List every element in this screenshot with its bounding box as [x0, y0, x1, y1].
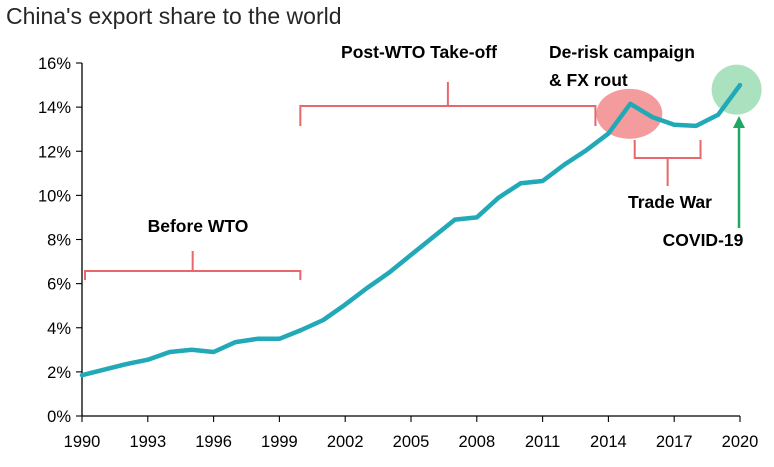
series-lines: [79, 82, 743, 378]
covid-arrow-head: [733, 116, 745, 128]
y-tick-label: 8%: [47, 232, 71, 250]
x-tick-label: 2017: [656, 433, 693, 451]
post-wto-bracket: [299, 82, 597, 126]
y-tick-label: 16%: [38, 55, 71, 73]
y-tick-label: 6%: [47, 276, 71, 294]
y-tick-label: 2%: [47, 364, 71, 382]
annotation-before-wto: Before WTO: [148, 216, 249, 236]
x-tick-label: 1996: [195, 433, 232, 451]
x-tick-label: 2020: [722, 433, 759, 451]
x-tick-label: 2008: [458, 433, 495, 451]
annotation-covid: COVID-19: [663, 230, 744, 250]
derisk-highlight: [596, 88, 663, 139]
y-tick-label: 10%: [38, 187, 71, 205]
y-tick-label: 4%: [47, 320, 71, 338]
before-wto-bracket: [84, 251, 302, 280]
y-tick-label: 14%: [38, 99, 71, 117]
annotation-labels: Before WTO Post-WTO Take-off De-risk campa…: [148, 42, 744, 250]
annotation-fx-rout: & FX rout: [549, 70, 628, 90]
x-tick-label: 1993: [129, 433, 166, 451]
x-tick-label: 2014: [590, 433, 627, 451]
x-tick-label: 2002: [327, 433, 364, 451]
annotation-post-wto: Post-WTO Take-off: [341, 42, 497, 62]
y-tick-label: 12%: [38, 143, 71, 161]
x-tick-label: 2005: [393, 433, 430, 451]
annotation-arrows: [733, 116, 745, 228]
x-tick-label: 2011: [525, 433, 560, 451]
period-brackets: [84, 82, 702, 280]
x-tick-label: 1990: [64, 433, 101, 451]
annotation-trade-war: Trade War: [628, 192, 712, 212]
annotation-derisk: De-risk campaign: [549, 42, 695, 62]
x-tick-label: 1999: [261, 433, 298, 451]
y-tick-label: 0%: [47, 408, 71, 426]
chart-title: China's export share to the world: [6, 3, 342, 29]
tick-labels: 1990 1993 1996 1999 2002 2005 2008 2011 2014 2017…: [38, 55, 758, 451]
series-line-0: [79, 82, 743, 378]
trade-war-bracket: [633, 140, 702, 186]
